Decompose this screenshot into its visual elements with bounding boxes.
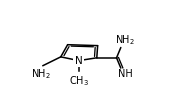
Text: N: N bbox=[75, 56, 83, 66]
Text: CH$_3$: CH$_3$ bbox=[69, 74, 89, 88]
Text: NH: NH bbox=[118, 69, 133, 79]
Text: NH$_2$: NH$_2$ bbox=[115, 33, 135, 47]
Text: NH$_2$: NH$_2$ bbox=[31, 67, 51, 81]
